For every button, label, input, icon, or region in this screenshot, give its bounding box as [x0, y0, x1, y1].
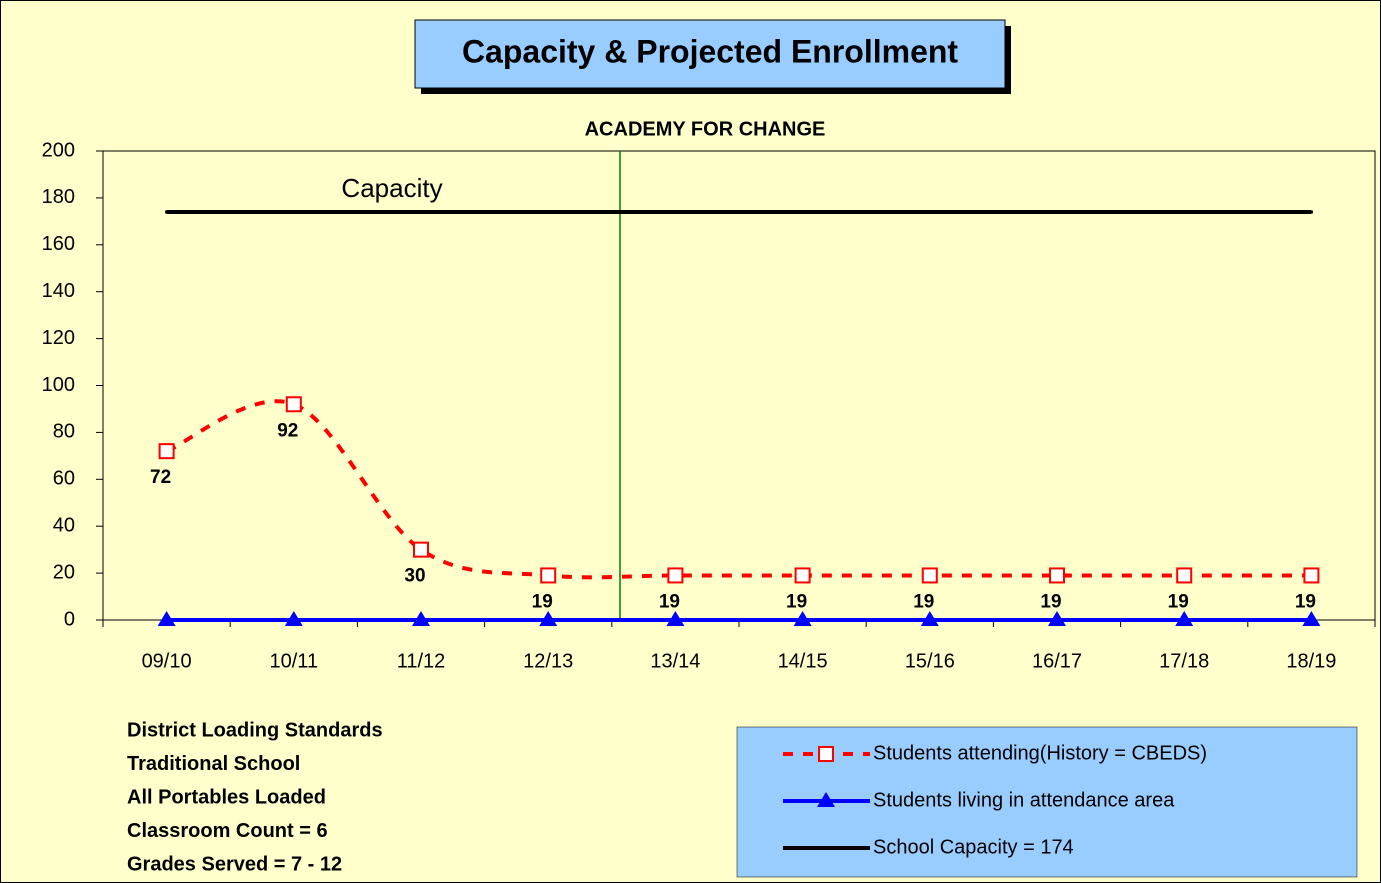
data-label: 92	[277, 420, 298, 441]
data-label: 30	[404, 566, 425, 587]
x-tick-label: 12/13	[523, 650, 573, 672]
annotation: Capacity	[341, 173, 442, 203]
point	[165, 210, 169, 214]
point	[158, 443, 175, 460]
legend-label: Students living in attendance area	[873, 789, 1175, 811]
legend-marker	[818, 746, 834, 762]
point	[540, 567, 557, 584]
legend-label: School Capacity = 174	[873, 836, 1074, 858]
note: District Loading Standards	[127, 719, 383, 741]
point	[285, 396, 302, 413]
data-label: 19	[532, 591, 553, 612]
y-tick-label: 60	[53, 468, 75, 490]
point	[1175, 611, 1194, 626]
note: Classroom Count = 6	[127, 820, 328, 842]
note: All Portables Loaded	[127, 786, 326, 808]
x-tick-label: 14/15	[778, 650, 828, 672]
chart-subtitle: ACADEMY FOR CHANGE	[585, 118, 826, 140]
point	[794, 567, 811, 584]
point	[1303, 567, 1320, 584]
point	[546, 210, 550, 214]
title-box	[414, 19, 1006, 89]
point	[920, 611, 939, 626]
y-tick-label: 120	[42, 327, 75, 349]
data-label: 19	[1040, 591, 1061, 612]
data-label: 19	[1168, 591, 1189, 612]
y-tick-label: 180	[42, 186, 75, 208]
data-label: 19	[913, 591, 934, 612]
point	[419, 210, 423, 214]
y-tick-label: 0	[64, 608, 75, 630]
point	[1048, 611, 1066, 626]
x-tick-label: 18/19	[1286, 650, 1336, 672]
note: Grades Served = 7 - 12	[127, 853, 342, 875]
note: Traditional School	[127, 753, 300, 775]
point	[801, 210, 805, 214]
data-label: 19	[659, 591, 680, 612]
point	[292, 210, 296, 214]
point	[666, 611, 685, 626]
x-tick-label: 13/14	[650, 650, 700, 672]
point	[1182, 210, 1186, 214]
chart-title: Capacity & Projected Enrollment	[462, 33, 958, 69]
y-tick-label: 80	[53, 421, 75, 443]
point	[928, 210, 932, 214]
point	[1309, 210, 1313, 214]
point	[413, 541, 429, 558]
y-tick-label: 200	[42, 139, 75, 161]
y-tick-label: 140	[42, 280, 75, 302]
x-tick-label: 10/11	[270, 650, 319, 672]
point	[539, 611, 558, 626]
point	[921, 567, 938, 584]
y-tick-label: 40	[53, 514, 75, 536]
x-tick-label: 11/12	[397, 650, 446, 672]
point	[284, 611, 303, 626]
point	[1176, 567, 1193, 584]
point	[157, 611, 176, 626]
data-label: 19	[1295, 591, 1316, 612]
legend-marker	[817, 792, 835, 807]
series-line	[165, 399, 1312, 580]
point	[667, 567, 684, 584]
point	[1302, 611, 1321, 626]
data-label: 19	[786, 591, 807, 612]
x-tick-label: 16/17	[1032, 650, 1082, 672]
point	[412, 611, 430, 626]
y-tick-label: 20	[53, 561, 75, 583]
y-tick-label: 100	[42, 374, 75, 396]
legend-label: Students attending(History = CBEDS)	[873, 742, 1207, 764]
point	[1055, 210, 1059, 214]
x-tick-label: 17/18	[1159, 650, 1209, 672]
x-tick-label: 15/16	[905, 650, 955, 672]
point	[793, 611, 812, 626]
data-label: 72	[150, 467, 171, 488]
x-tick-label: 09/10	[142, 650, 192, 672]
y-tick-label: 160	[42, 233, 75, 255]
point	[673, 210, 677, 214]
point	[1049, 567, 1065, 584]
